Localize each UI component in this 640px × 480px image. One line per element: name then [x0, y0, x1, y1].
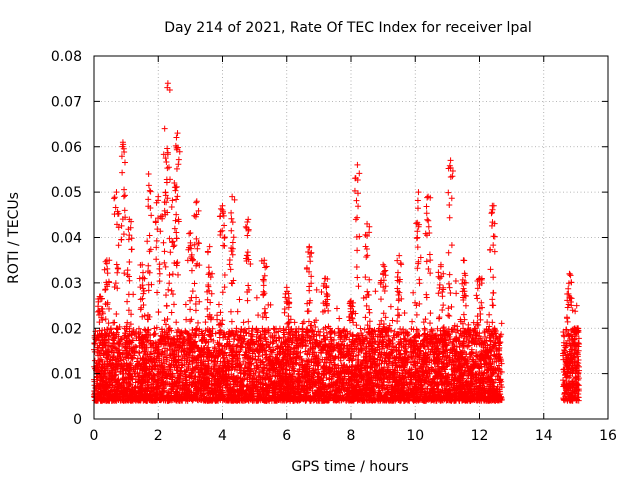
data-point: [108, 325, 115, 332]
data-point: [215, 301, 222, 308]
data-point: [195, 319, 202, 326]
data-point: [313, 286, 320, 293]
data-point: [486, 311, 493, 318]
data-point: [422, 316, 429, 323]
data-point: [151, 330, 158, 337]
data-point: [114, 285, 121, 292]
data-point: [446, 313, 453, 320]
data-point: [428, 382, 435, 389]
data-point: [173, 388, 180, 395]
data-point: [473, 292, 480, 299]
data-point: [363, 351, 370, 358]
grid-lines: [94, 56, 608, 419]
data-point: [287, 316, 294, 323]
data-point: [489, 302, 496, 309]
data-point: [135, 325, 142, 332]
data-point: [464, 343, 471, 350]
data-point: [236, 296, 243, 303]
data-point: [349, 363, 356, 370]
data-point: [469, 350, 476, 357]
data-point: [434, 325, 441, 332]
data-point: [162, 321, 169, 328]
data-point: [253, 294, 260, 301]
data-point: [336, 315, 343, 322]
data-point: [234, 308, 241, 315]
data-point: [127, 321, 134, 328]
data-point: [410, 289, 417, 296]
data-point: [364, 322, 371, 329]
data-point: [249, 325, 256, 332]
data-point: [183, 316, 190, 323]
data-point: [413, 311, 420, 318]
data-point: [357, 325, 364, 332]
data-point: [388, 346, 395, 353]
data-point: [401, 309, 408, 316]
data-point: [173, 319, 180, 326]
data-point: [484, 319, 491, 326]
data-point: [445, 312, 452, 319]
chart-title: Day 214 of 2021, Rate Of TEC Index for r…: [164, 20, 532, 36]
data-point: [228, 318, 235, 325]
data-point: [202, 319, 209, 326]
data-point: [240, 358, 247, 365]
data-point: [164, 316, 171, 323]
data-point: [168, 309, 175, 316]
data-point: [280, 325, 287, 332]
data-point: [333, 305, 340, 312]
data-point: [498, 320, 505, 327]
data-points: [91, 80, 583, 404]
data-point: [452, 278, 459, 285]
data-point: [169, 291, 176, 298]
data-point: [409, 318, 416, 325]
data-point: [168, 287, 175, 294]
